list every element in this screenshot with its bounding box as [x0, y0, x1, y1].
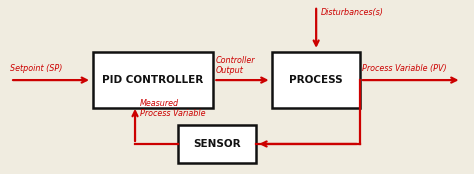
Text: Disturbances(s): Disturbances(s)	[321, 8, 384, 17]
Bar	[273, 53, 360, 108]
Text: Controller
Output: Controller Output	[215, 56, 255, 75]
Text: SENSOR: SENSOR	[193, 139, 241, 149]
Text: Process Variable (PV): Process Variable (PV)	[362, 64, 447, 73]
Text: Measured
Process Variable: Measured Process Variable	[140, 99, 205, 118]
Bar	[178, 125, 256, 163]
Text: PID CONTROLLER: PID CONTROLLER	[102, 75, 204, 85]
Text: PROCESS: PROCESS	[289, 75, 343, 85]
Text: Setpoint (SP): Setpoint (SP)	[10, 64, 63, 73]
Bar	[93, 53, 213, 108]
